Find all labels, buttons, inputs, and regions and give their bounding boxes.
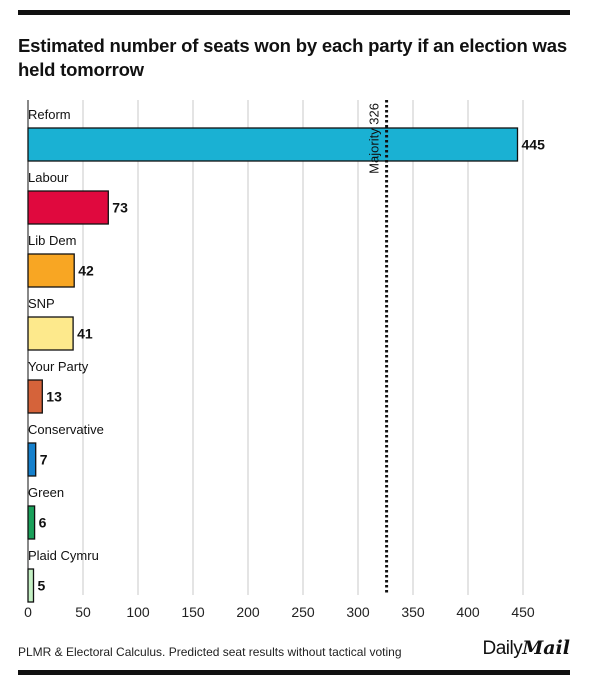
bar [27, 316, 74, 351]
x-tick-label: 300 [346, 604, 370, 620]
bar-value-label: 73 [112, 200, 128, 216]
bar-value-label: 42 [78, 263, 94, 279]
bar-value-label: 6 [39, 515, 47, 531]
bar-value-label: 445 [522, 137, 546, 153]
chart-title: Estimated number of seats won by each pa… [18, 35, 567, 80]
bar-value-label: 13 [46, 389, 62, 405]
x-tick-label: 250 [291, 604, 315, 620]
top-rule [18, 10, 570, 15]
x-tick-label: 100 [126, 604, 150, 620]
x-tick-label: 200 [236, 604, 260, 620]
x-tick-label: 450 [511, 604, 535, 620]
bar-category-label: Green [28, 485, 64, 500]
x-tick-label: 400 [456, 604, 480, 620]
bar-category-label: Your Party [28, 359, 89, 374]
bar [27, 127, 519, 162]
logo-mail: Mail [522, 637, 570, 659]
x-axis: 0 50 100 150 200 250 300 350 400 450 [24, 100, 535, 620]
bar-category-label: SNP [28, 296, 55, 311]
bottom-rule [18, 670, 570, 675]
x-tick-label: 350 [401, 604, 425, 620]
bar-category-label: Plaid Cymru [28, 548, 99, 563]
bar-category-label: Reform [28, 107, 71, 122]
logo-daily: Daily [482, 638, 523, 659]
bar-value-label: 5 [38, 578, 46, 594]
majority-label: Majority 326 [367, 103, 382, 174]
bar [27, 190, 109, 225]
bar [27, 505, 36, 540]
source-note: PLMR & Electoral Calculus. Predicted sea… [18, 645, 402, 659]
daily-mail-logo: DailyMail [482, 637, 570, 660]
x-tick-label: 0 [24, 604, 32, 620]
bar [27, 568, 35, 603]
bar-value-label: 7 [40, 452, 48, 468]
bar-category-label: Labour [28, 170, 69, 185]
bar-value-label: 41 [77, 326, 93, 342]
bar [27, 442, 37, 477]
bar [27, 379, 43, 414]
bar-category-label: Conservative [28, 422, 104, 437]
bar-category-label: Lib Dem [28, 233, 76, 248]
bar [27, 253, 75, 288]
x-tick-label: 50 [75, 604, 91, 620]
gridlines [27, 100, 524, 595]
majority-reference: Majority 326 [367, 100, 389, 595]
x-tick-label: 150 [181, 604, 205, 620]
